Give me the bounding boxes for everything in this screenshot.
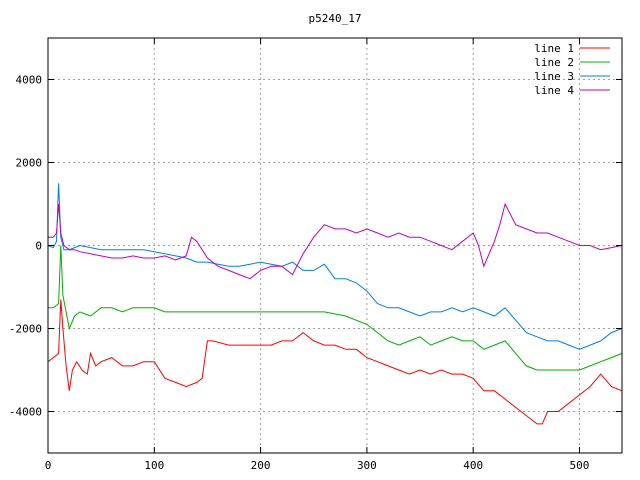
x-tick-label: 300: [357, 459, 377, 472]
chart-title: p5240_17: [309, 12, 362, 25]
axes: 0 100 200 300 400 500 -4000 -2000 0 2000 4000: [9, 38, 622, 472]
series-line-3: [47, 183, 623, 350]
y-tick-label: 0: [35, 240, 42, 253]
x-tick-label: 100: [144, 459, 164, 472]
legend-label-2: line 2: [534, 56, 574, 69]
y-tick-label: 4000: [16, 74, 43, 87]
series-layer: [47, 183, 623, 425]
y-tick-label: 2000: [16, 157, 43, 170]
x-tick-label: 200: [251, 459, 271, 472]
legend-label-3: line 3: [534, 70, 574, 83]
legend-label-4: line 4: [534, 84, 574, 97]
x-tick-label: 400: [463, 459, 483, 472]
legend-label-1: line 1: [534, 42, 574, 55]
y-tick-label: -4000: [9, 406, 42, 419]
y-tick-label: -2000: [9, 323, 42, 336]
x-tick-label: 500: [570, 459, 590, 472]
x-tick-label: 0: [45, 459, 52, 472]
series-line-2: [48, 245, 623, 371]
series-line-4: [48, 202, 623, 280]
grid: [48, 38, 622, 453]
series-line-1: [47, 299, 623, 425]
